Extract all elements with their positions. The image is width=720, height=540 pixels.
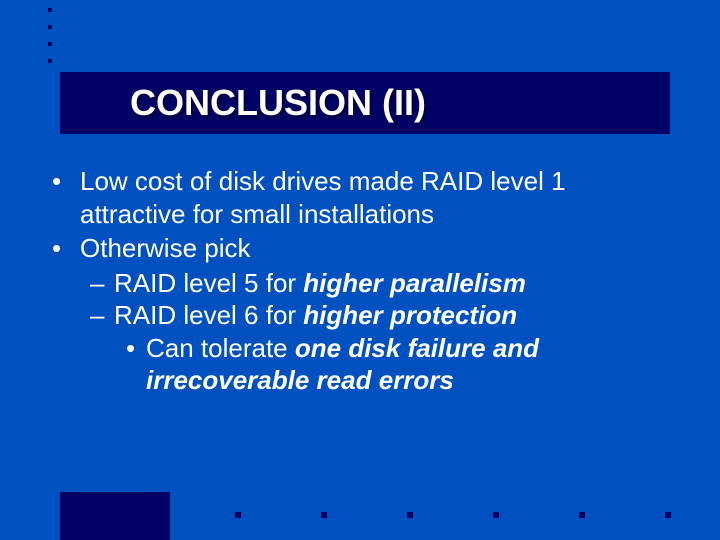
dot-icon bbox=[48, 59, 52, 63]
dot-icon bbox=[48, 25, 52, 29]
bullet-icon: • bbox=[52, 232, 80, 265]
dot-icon bbox=[235, 512, 241, 518]
decor-bottom-block bbox=[60, 492, 170, 540]
subbullet-item: • Can tolerate one disk failure and irre… bbox=[126, 332, 672, 397]
bullet-text: Otherwise pick bbox=[80, 232, 672, 265]
bullet-icon: • bbox=[52, 165, 80, 198]
bullet-text: Low cost of disk drives made RAID level … bbox=[80, 165, 672, 230]
dash-pre: RAID level 6 for bbox=[114, 300, 303, 330]
subbullet-text: Can tolerate one disk failure and irreco… bbox=[146, 332, 672, 397]
dot-icon bbox=[579, 512, 585, 518]
dot-icon bbox=[407, 512, 413, 518]
sub-pre: Can tolerate bbox=[146, 333, 295, 363]
bullet-item: • Low cost of disk drives made RAID leve… bbox=[52, 165, 672, 230]
dash-item: – RAID level 5 for higher parallelism bbox=[90, 267, 672, 300]
dot-icon bbox=[493, 512, 499, 518]
dash-icon: – bbox=[90, 299, 114, 332]
decor-dots-bottom bbox=[235, 512, 671, 518]
bullet-icon: • bbox=[126, 332, 146, 365]
dash-icon: – bbox=[90, 267, 114, 300]
dash-em: higher protection bbox=[303, 300, 517, 330]
dash-em: higher parallelism bbox=[303, 268, 526, 298]
dot-icon bbox=[665, 512, 671, 518]
dot-icon bbox=[48, 8, 52, 12]
slide-title: CONCLUSION (II) bbox=[130, 82, 426, 124]
dot-icon bbox=[321, 512, 327, 518]
dash-text: RAID level 6 for higher protection bbox=[114, 299, 672, 332]
bullet-item: • Otherwise pick bbox=[52, 232, 672, 265]
dot-icon bbox=[48, 42, 52, 46]
slide-body: • Low cost of disk drives made RAID leve… bbox=[52, 165, 672, 397]
dash-item: – RAID level 6 for higher protection bbox=[90, 299, 672, 332]
dash-text: RAID level 5 for higher parallelism bbox=[114, 267, 672, 300]
dash-pre: RAID level 5 for bbox=[114, 268, 303, 298]
title-bar: CONCLUSION (II) bbox=[60, 72, 670, 134]
decor-dots-top bbox=[48, 8, 52, 63]
